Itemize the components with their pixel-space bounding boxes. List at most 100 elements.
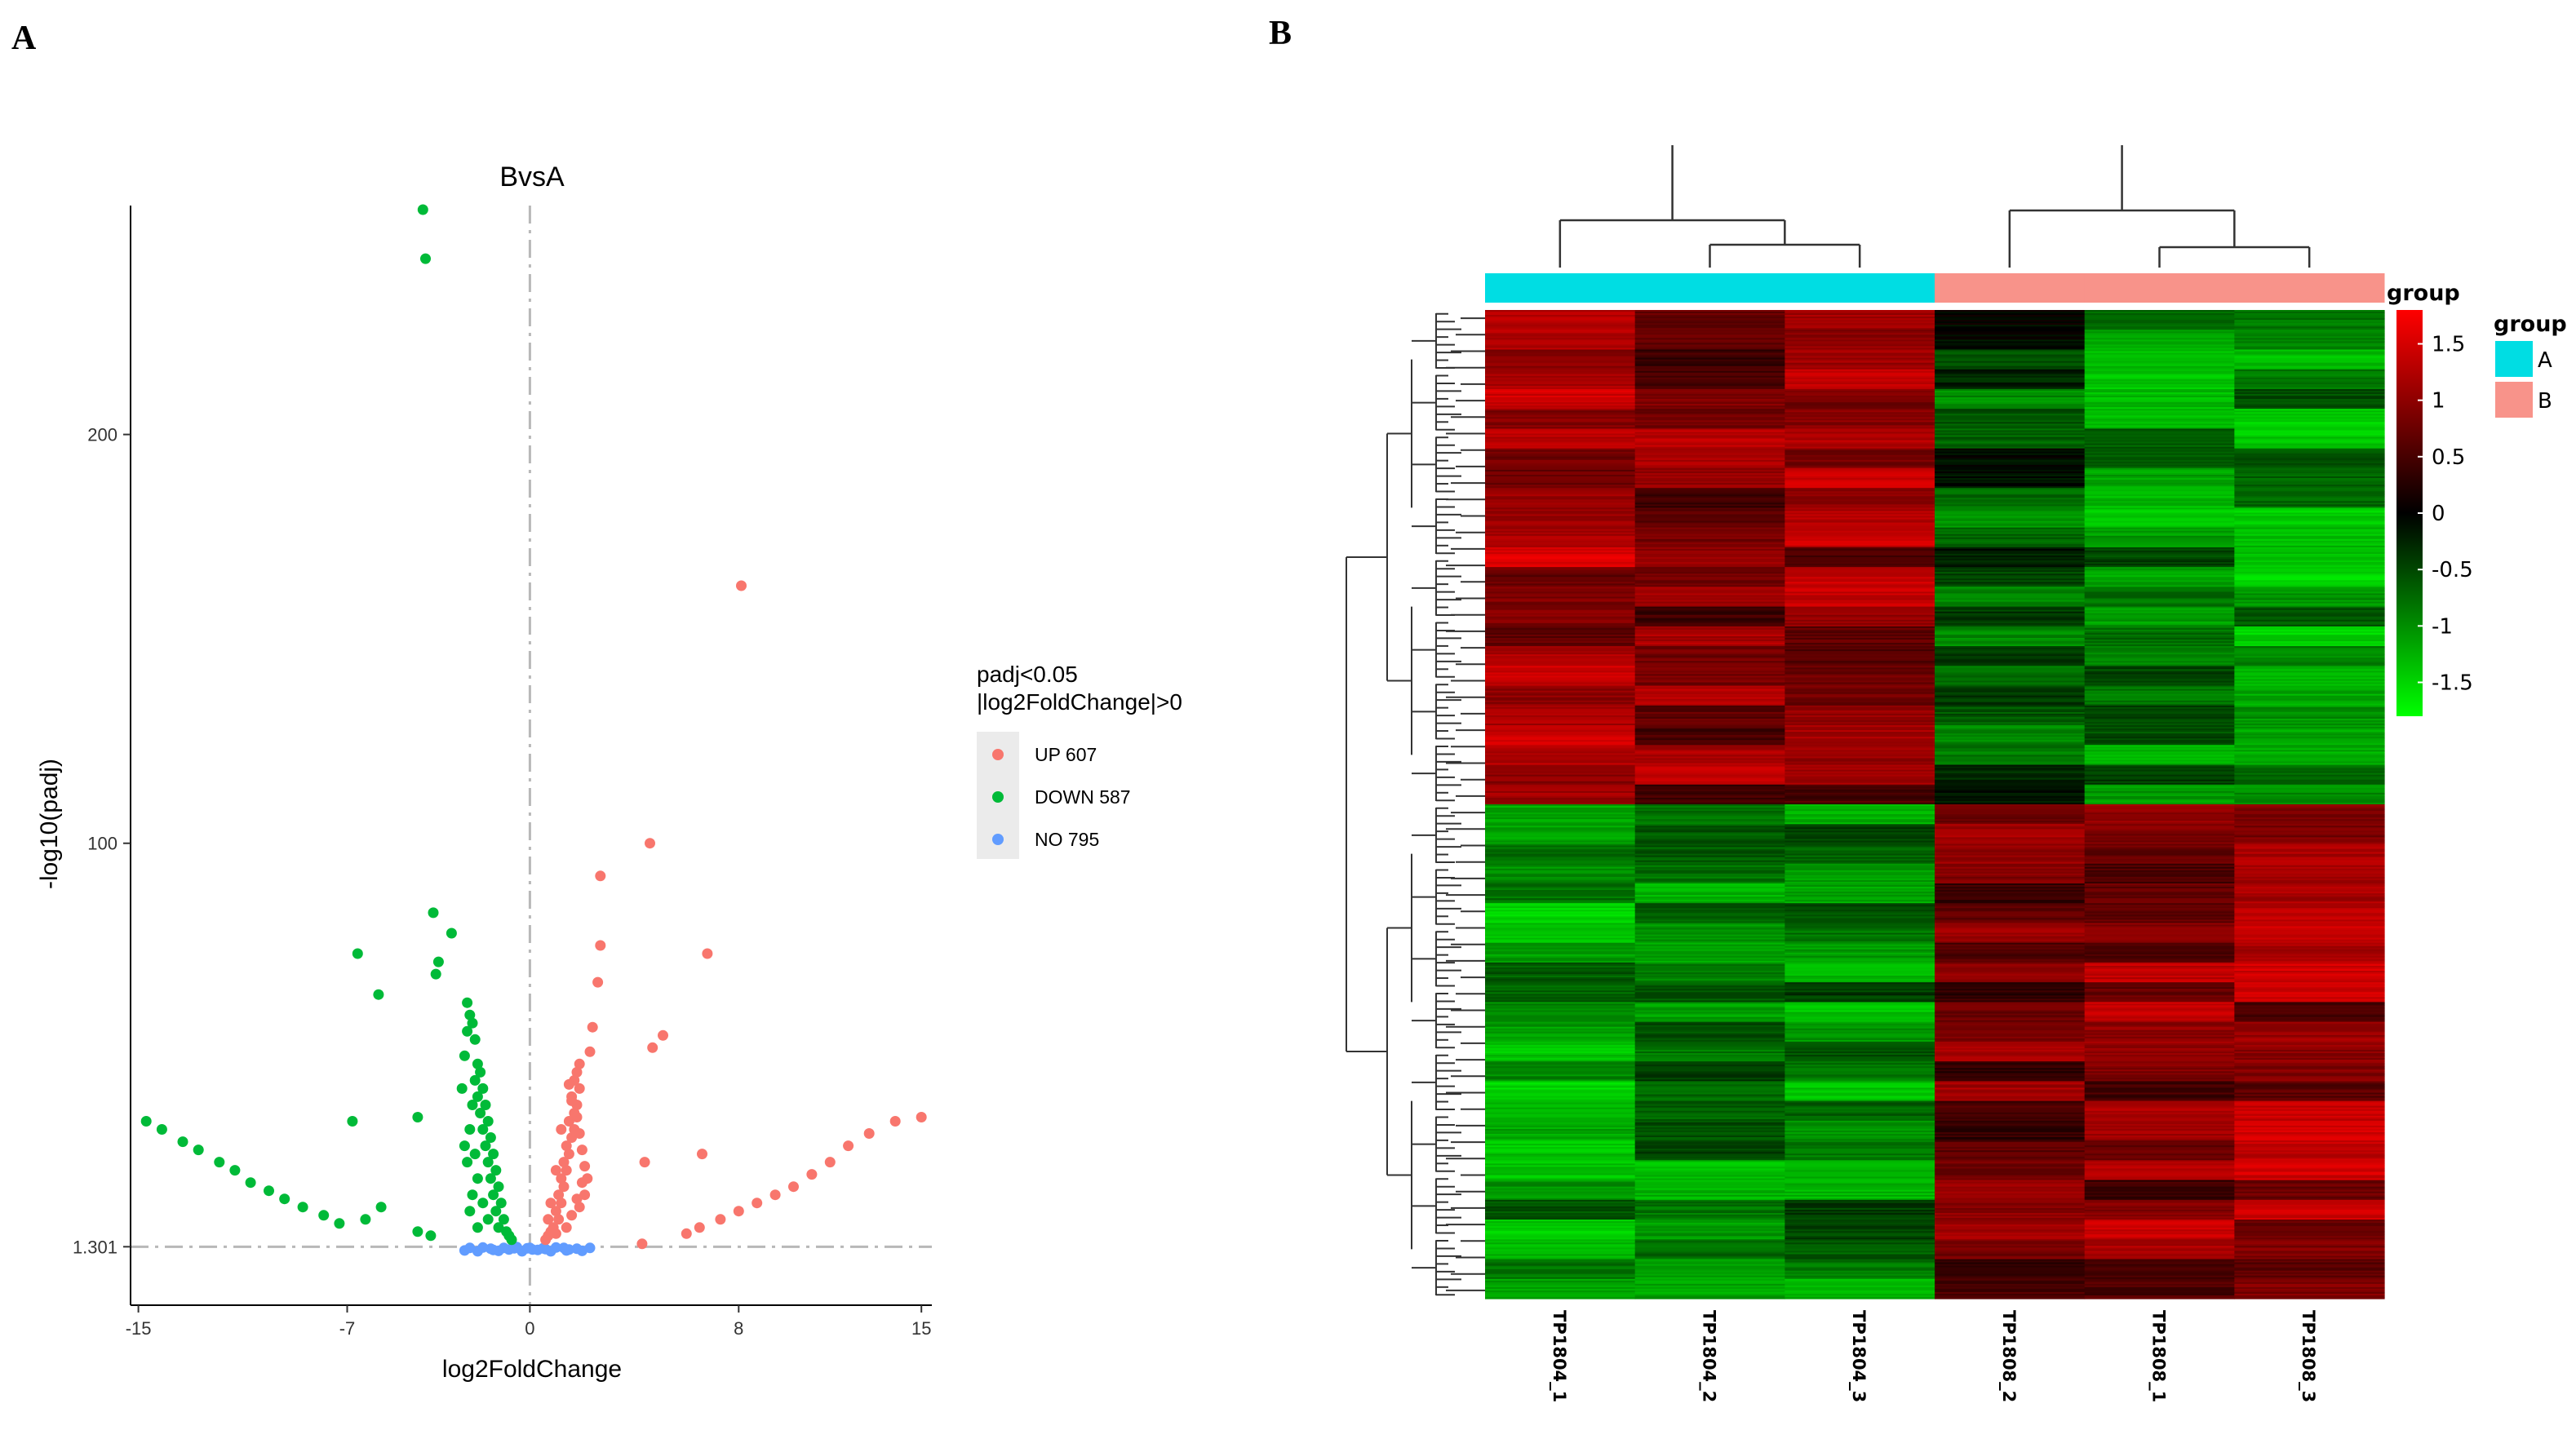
- heatmap-cell: [1485, 1273, 1636, 1277]
- heatmap-cell: [2084, 771, 2235, 774]
- heatmap-cell: [2084, 929, 2235, 932]
- heatmap-cell: [2234, 654, 2385, 657]
- volcano-point-down-21: [229, 1165, 241, 1176]
- heatmap-cell: [1634, 472, 1785, 476]
- volcano-point-down-60: [462, 1157, 473, 1168]
- heatmap-cell: [1485, 346, 1636, 349]
- heatmap-cell: [1485, 1058, 1636, 1060]
- heatmap-cell: [1634, 955, 1785, 958]
- heatmap-cell: [1634, 1063, 1785, 1065]
- heatmap-cell: [1935, 977, 2086, 980]
- heatmap-cell: [1485, 985, 1636, 988]
- heatmap-cell: [1634, 545, 1785, 548]
- heatmap-cell: [2084, 992, 2235, 994]
- heatmap-cell: [2084, 506, 2235, 508]
- heatmap-cell: [1935, 326, 2086, 329]
- heatmap-cell: [1634, 1254, 1785, 1257]
- heatmap-cell: [1935, 440, 2086, 443]
- heatmap-cell: [1485, 963, 1636, 967]
- heatmap-cell: [1634, 1100, 1785, 1104]
- heatmap-cell: [2234, 945, 2385, 949]
- heatmap-cell: [1485, 979, 1636, 981]
- volcano-point-down-47: [493, 1181, 504, 1193]
- heatmap-cell: [1485, 888, 1636, 891]
- heatmap-cell: [1935, 685, 2086, 688]
- column-label-4: TP1808_1: [2149, 1310, 2169, 1402]
- heatmap-cell: [1485, 1268, 1636, 1272]
- heatmap-cell: [1634, 705, 1785, 708]
- heatmap-cell: [1485, 834, 1636, 836]
- heatmap-cell: [2084, 551, 2235, 555]
- heatmap-cell: [1634, 380, 1785, 383]
- heatmap-cell: [2234, 693, 2385, 697]
- heatmap-cell: [1485, 402, 1636, 405]
- heatmap-cell: [2234, 695, 2385, 698]
- heatmap-cell: [1785, 591, 1935, 595]
- heatmap-cell: [1785, 1167, 1935, 1170]
- heatmap-cell: [1634, 377, 1785, 380]
- heatmap-cell: [1935, 830, 2086, 833]
- heatmap-cell: [1785, 976, 1935, 978]
- heatmap-cell: [1634, 325, 1785, 327]
- heatmap-cell: [2084, 792, 2235, 795]
- heatmap-cell: [1634, 1137, 1785, 1140]
- heatmap-cell: [1634, 641, 1785, 644]
- heatmap-cell: [2084, 1087, 2235, 1091]
- heatmap-cell: [1634, 659, 1785, 662]
- heatmap-cell: [2234, 906, 2385, 909]
- scale-tick-label-1: 1: [2432, 389, 2445, 414]
- heatmap-cell: [2234, 440, 2385, 443]
- heatmap-cell: [1485, 952, 1636, 955]
- heatmap-cell: [2234, 687, 2385, 690]
- heatmap-cell: [1935, 318, 2086, 321]
- heatmap-cell: [1785, 1084, 1935, 1087]
- heatmap-cell: [2234, 1084, 2385, 1087]
- heatmap-cell: [1634, 525, 1785, 529]
- heatmap-cell: [1634, 998, 1785, 1001]
- heatmap-cell: [2084, 727, 2235, 729]
- heatmap-cell: [2084, 702, 2235, 705]
- heatmap-cell: [1935, 461, 2086, 464]
- heatmap-cell: [2234, 947, 2385, 950]
- heatmap-cell: [2084, 644, 2235, 647]
- row-dendrogram: [1346, 312, 1485, 1296]
- heatmap-cell: [1485, 1188, 1636, 1191]
- heatmap-cell: [1634, 432, 1785, 435]
- heatmap-cell: [1785, 995, 1935, 998]
- volcano-point-up-35: [561, 1140, 572, 1152]
- heatmap-cell: [2234, 1163, 2385, 1166]
- heatmap-cell: [2084, 405, 2235, 408]
- heatmap-cell: [2084, 618, 2235, 621]
- heatmap-cell: [2084, 622, 2235, 626]
- heatmap-cell: [2234, 331, 2385, 334]
- volcano-point-up-50: [561, 1222, 572, 1233]
- heatmap-cell: [1634, 1212, 1785, 1215]
- heatmap-cell: [1785, 629, 1935, 632]
- volcano-point-down-66: [464, 1206, 476, 1217]
- heatmap-cell: [1785, 1163, 1935, 1166]
- heatmap-cell: [2234, 1069, 2385, 1072]
- heatmap-cell: [1785, 1003, 1935, 1007]
- heatmap-cell: [1634, 547, 1785, 550]
- heatmap-cell: [1785, 469, 1935, 472]
- heatmap-cell: [1785, 427, 1935, 430]
- heatmap-cell: [2084, 905, 2235, 907]
- heatmap-cell: [2234, 519, 2385, 522]
- heatmap-cell: [1935, 313, 2086, 316]
- heatmap-cell: [2234, 926, 2385, 929]
- heatmap-cell: [2234, 467, 2385, 471]
- heatmap-cell: [1785, 402, 1935, 405]
- heatmap-cell: [1485, 420, 1636, 423]
- heatmap-cell: [1485, 897, 1636, 899]
- heatmap-cell: [1634, 908, 1785, 910]
- heatmap-cell: [1935, 334, 2086, 337]
- heatmap-cell: [1935, 466, 2086, 469]
- heatmap-cell: [1935, 1288, 2086, 1291]
- heatmap-cell: [2084, 981, 2235, 983]
- heatmap-cell: [1485, 811, 1636, 813]
- heatmap-cell: [2084, 895, 2235, 897]
- heatmap-cell: [2234, 456, 2385, 459]
- heatmap-cell: [1935, 572, 2086, 574]
- heatmap-cell: [2084, 621, 2235, 624]
- heatmap-cell: [2234, 1012, 2385, 1015]
